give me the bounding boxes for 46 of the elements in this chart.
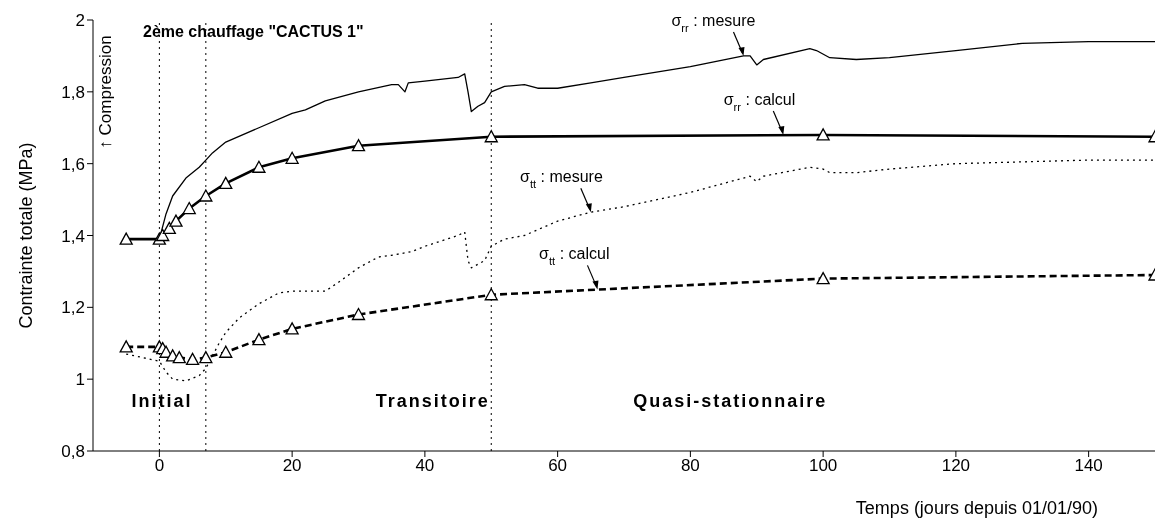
x-tick-label: 0 <box>154 456 165 476</box>
annotation: Initial <box>131 391 193 411</box>
chart-title: 2ème chauffage "CACTUS 1" <box>143 23 364 40</box>
point <box>199 350 213 364</box>
point <box>185 352 200 366</box>
point <box>172 350 186 364</box>
x-tick-label: 20 <box>282 456 302 476</box>
y-tick-label: 1,2 <box>61 298 85 318</box>
point <box>351 307 366 321</box>
point <box>199 189 213 202</box>
annotation: Quasi-stationnaire <box>633 391 828 411</box>
y-axis-title: Contrainte totale (MPa) <box>16 142 36 329</box>
point <box>252 333 266 346</box>
point <box>351 139 366 152</box>
x-tick-label: 140 <box>1074 456 1103 476</box>
point <box>219 176 233 190</box>
point <box>285 151 299 164</box>
x-tick-label: 40 <box>415 456 435 476</box>
annotation: σ$_{tt}$ : calcul <box>539 245 610 268</box>
point <box>484 288 498 301</box>
annotation: Transitoire <box>375 391 490 411</box>
x-tick-label: 80 <box>680 456 700 476</box>
y-tick-label: 1,4 <box>61 226 85 246</box>
point <box>169 214 183 227</box>
y-tick-label: 2 <box>75 11 85 31</box>
point <box>816 271 830 285</box>
annotation: ↑ Compression <box>96 35 115 149</box>
x-axis-title: Temps (jours depuis 01/01/90) <box>855 498 1098 518</box>
point <box>285 322 299 335</box>
x-tick-label: 120 <box>941 456 971 476</box>
annotation: σ$_{tt}$ : mesure <box>520 168 603 191</box>
point <box>252 160 266 173</box>
annotation: σ$_{rr}$ : calcul <box>723 90 796 113</box>
x-tick-label: 60 <box>548 456 568 476</box>
point <box>484 130 498 143</box>
y-tick-label: 1 <box>75 370 85 390</box>
y-tick-label: 0,8 <box>61 442 85 462</box>
y-tick-label: 1,6 <box>61 154 85 174</box>
point <box>162 221 176 234</box>
point <box>182 201 196 215</box>
x-tick-label: 100 <box>808 456 838 476</box>
point <box>219 345 233 358</box>
annotation: σ$_{rr}$ : mesure <box>671 11 756 34</box>
point <box>119 340 133 353</box>
point <box>816 128 830 141</box>
y-tick-label: 1,8 <box>61 82 85 102</box>
